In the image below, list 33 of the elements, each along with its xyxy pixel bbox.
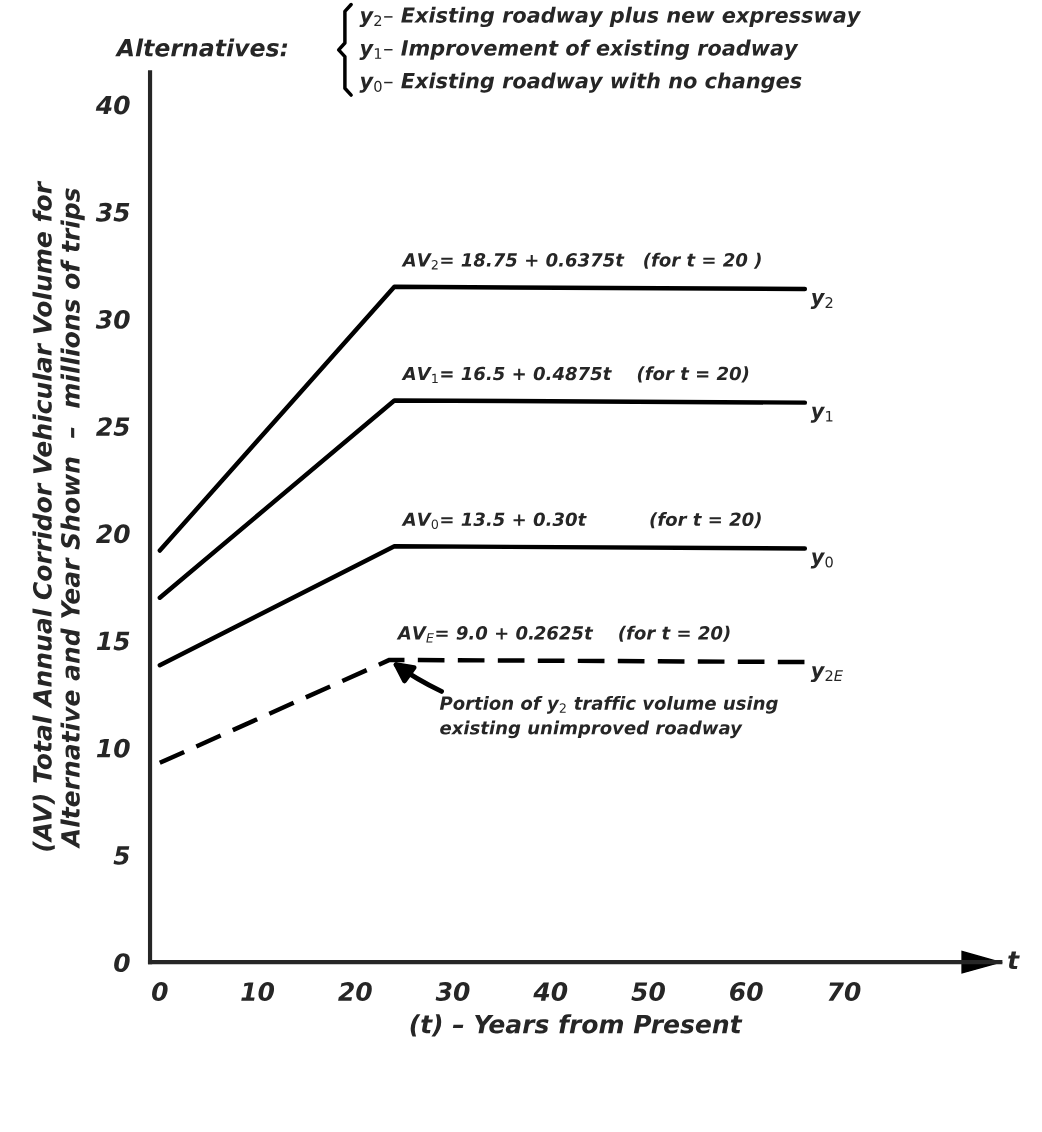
- x-tick-label: 50: [631, 982, 665, 1001]
- x-tick-label: 60: [730, 982, 763, 1002]
- x-tick-label: 0: [152, 982, 168, 1001]
- x-tick-label: 70: [828, 982, 861, 1001]
- y-tick-label: 40: [95, 95, 130, 115]
- series-label: y$_{1}$: [810, 406, 833, 423]
- y-tick-label: 30: [95, 309, 130, 329]
- text: Alternatives:: [115, 38, 288, 57]
- series-label: y$_{0}$: [810, 552, 833, 569]
- x-tick-label: 30: [435, 982, 470, 1001]
- annotation: AV$_{0}$= 13.5 + 0.30t (for t = 20): [401, 512, 761, 529]
- annotation: Portion of y$_{2}$ traffic volume using existing unimproved roadway: [439, 696, 778, 739]
- x-axis-title: (t) – Years from Present: [410, 1014, 743, 1037]
- x-tick-label: 10: [241, 982, 275, 1001]
- annotation: y$_{0}$– Existing roadway with no changes: [359, 72, 802, 93]
- annotation: AV$_{2}$= 18.75 + 0.6375t (for t = 20 ): [401, 252, 761, 270]
- text: y$_{1}$– Improvement of existing roadway: [359, 39, 799, 60]
- y-tick-label: 35: [95, 202, 130, 222]
- y-tick-label: 25: [96, 417, 130, 437]
- text: y$_{2}$– Existing roadway plus new expressway: [359, 6, 862, 28]
- x-tick-label: 40: [533, 982, 568, 1001]
- series-label: y$_{2}$: [810, 293, 833, 309]
- annotation: AV$_{1}$= 16.5 + 0.4875t (for t = 20): [401, 366, 749, 384]
- y-tick-label: 20: [96, 524, 130, 544]
- text: t: [1008, 951, 1020, 970]
- y-tick-label: 10: [96, 738, 130, 758]
- annotation: AV$_{E}$= 9.0 + 0.2625t (for t = 20): [396, 625, 730, 643]
- y-tick-label: 5: [113, 846, 130, 865]
- y-tick-label: 15: [96, 631, 130, 651]
- y-axis-title: (AV) Total Annual Corridor Vehicular Volume for Alternative and Year Shown – millions of trips: [32, 180, 85, 851]
- series-label: y$_{2E}$: [810, 666, 843, 683]
- x-tick-label: 20: [338, 982, 372, 1001]
- y-tick-label: 0: [114, 953, 130, 973]
